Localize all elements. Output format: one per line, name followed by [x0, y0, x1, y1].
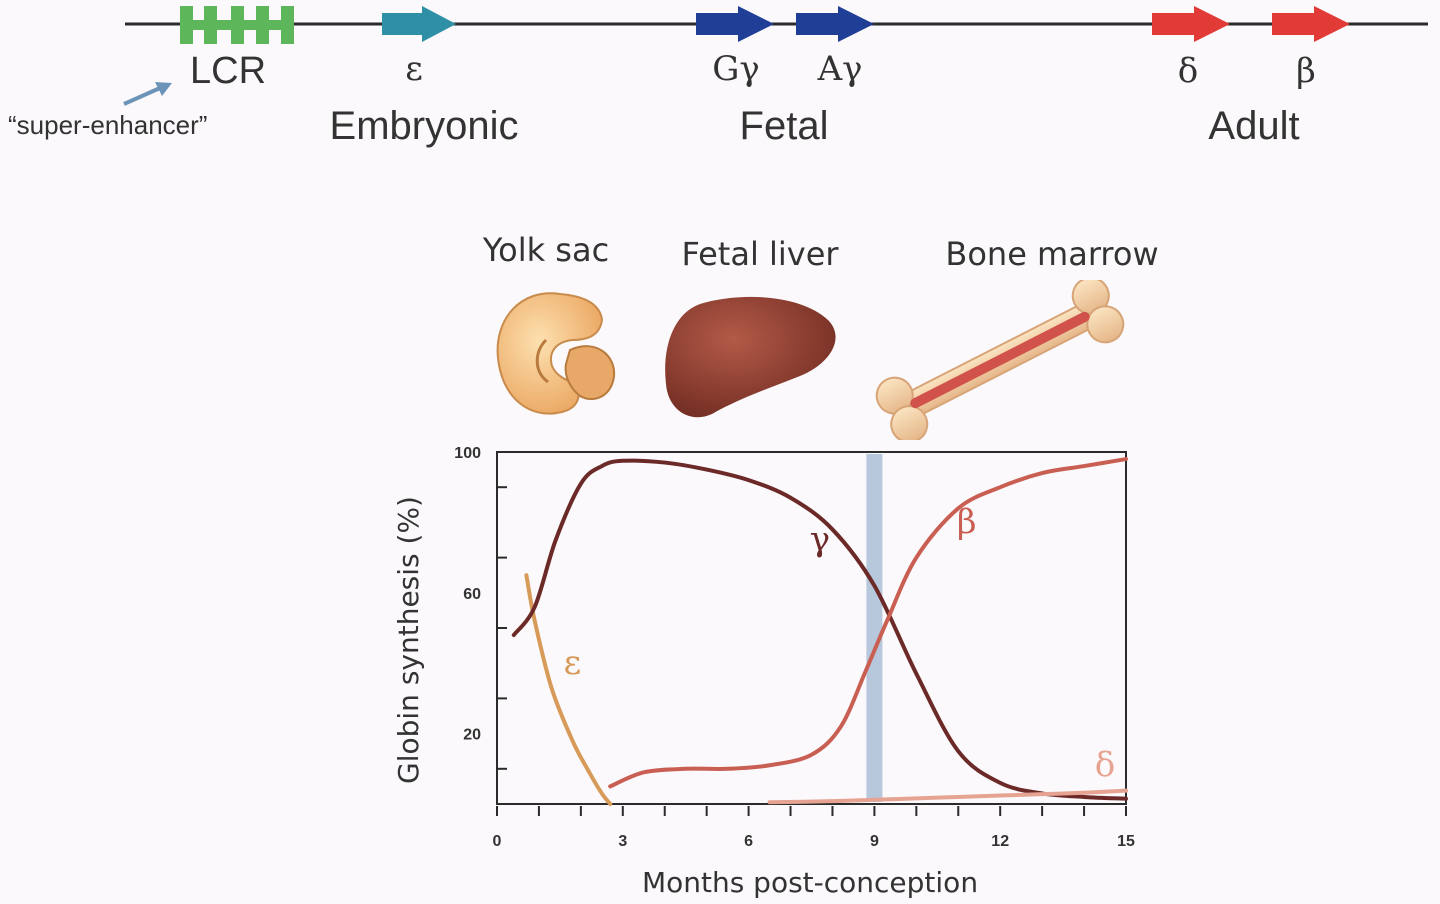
stage-label-embryonic: Embryonic [329, 104, 519, 148]
a-gamma-gene-arrow [796, 6, 874, 42]
beta-globin-line [608, 457, 1128, 789]
epsilon-series-label: ε [564, 643, 582, 683]
super-enhancer-label: “super-enhancer” [8, 110, 208, 140]
gene-label-epsilon: ε [405, 49, 423, 89]
epsilon-globin-line [524, 573, 613, 806]
y-tick-label: 20 [463, 727, 481, 744]
x-tick-label: 15 [1117, 833, 1135, 850]
g-gamma-gene-arrow [696, 6, 774, 42]
bone-icon [875, 280, 1125, 440]
beta-series-label: β [957, 502, 977, 542]
birth-marker-band [866, 454, 883, 802]
stage-label-adult: Adult [1208, 104, 1300, 148]
y-axis-label: Globin synthesis (%) [392, 496, 425, 784]
beta-gene-arrow [1272, 6, 1350, 42]
x-tick-label: 9 [870, 833, 879, 850]
y-tick-label: 60 [463, 586, 481, 603]
plot-area [496, 451, 1127, 805]
delta-globin-line [767, 788, 1128, 805]
x-axis: 0 3 6 9 12 15 [493, 806, 1135, 850]
gene-label-a-gamma: Aγ [817, 49, 863, 89]
fetal-liver-icon [665, 296, 836, 418]
beta-globin-locus [123, 6, 1428, 106]
delta-series-label: δ [1095, 745, 1115, 785]
lcr-blocks [180, 6, 294, 44]
gene-label-delta: δ [1177, 51, 1199, 91]
y-tick-label: 100 [454, 445, 481, 462]
delta-gene-arrow [1152, 6, 1230, 42]
gene-label-beta: β [1296, 51, 1316, 91]
series-lines [511, 457, 1128, 806]
x-tick-label: 12 [991, 833, 1009, 850]
gamma-globin-line [511, 458, 1128, 801]
x-axis-label: Months post-conception [642, 866, 978, 899]
tissue-label-bone-marrow: Bone marrow [945, 235, 1159, 273]
gene-label-g-gamma: Gγ [712, 49, 760, 89]
bone-marrow-core [910, 311, 1090, 409]
y-axis: 20 60 100 [454, 445, 507, 770]
yolk-sac-icon [496, 292, 616, 415]
tissue-label-fetal-liver: Fetal liver [681, 235, 839, 273]
super-enhancer-arrow-icon [123, 82, 172, 106]
tissue-label-yolk-sac: Yolk sac [482, 231, 610, 269]
epsilon-gene-arrow [382, 6, 456, 42]
x-tick-label: 3 [618, 833, 627, 850]
lcr-label: LCR [190, 50, 267, 92]
lcr-bar [180, 20, 294, 30]
x-tick-label: 0 [493, 833, 502, 850]
series-labels: ε γ β δ [564, 502, 1116, 785]
tissue-illustrations [496, 280, 1125, 440]
x-tick-label: 6 [744, 833, 753, 850]
stage-label-fetal: Fetal [739, 104, 829, 148]
gamma-series-label: γ [810, 520, 830, 560]
